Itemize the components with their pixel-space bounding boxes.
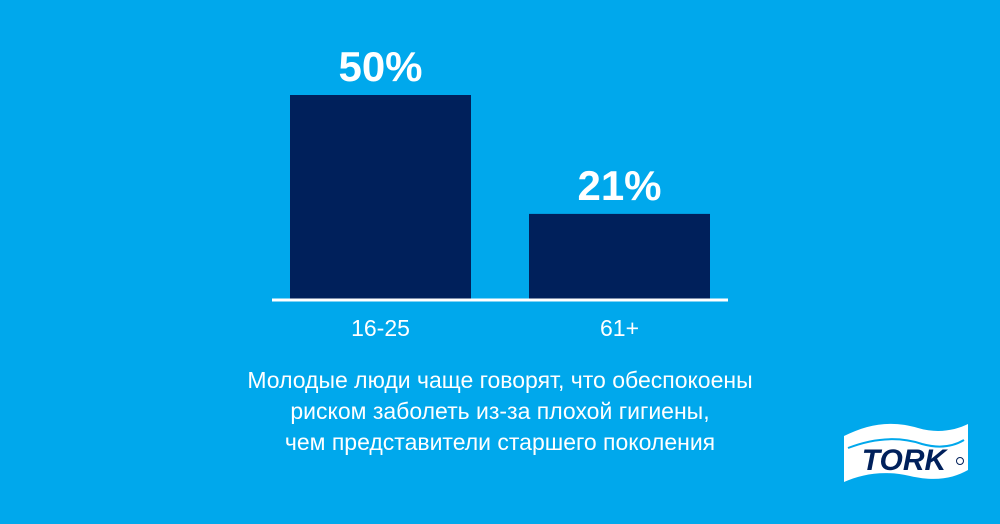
bar-61+ xyxy=(529,213,710,300)
chart-caption: Молодые люди чаще говорят, что обеспокое… xyxy=(0,365,1000,458)
caption-line-1: Молодые люди чаще говорят, что обеспокое… xyxy=(247,367,753,393)
registered-mark-icon xyxy=(956,457,964,465)
bar-16-25 xyxy=(290,95,471,300)
x-tick-label-16-25: 16-25 xyxy=(351,315,410,341)
caption-line-2: риском заболеть из-за плохой гигиены, xyxy=(290,398,710,424)
logo-wave-shape xyxy=(844,423,968,482)
x-tick-label-61+: 61+ xyxy=(600,315,639,341)
logo-wordmark: TORK xyxy=(862,444,949,477)
tork-logo: TORK xyxy=(844,423,968,482)
logo-wave-line xyxy=(847,438,965,449)
data-label-16-25: 50% xyxy=(338,43,422,90)
data-label-61+: 21% xyxy=(577,162,661,209)
bar-chart: 50% 16-25 21% 61+ xyxy=(272,43,728,341)
caption-line-3: чем представители старшего поколения xyxy=(284,429,716,455)
